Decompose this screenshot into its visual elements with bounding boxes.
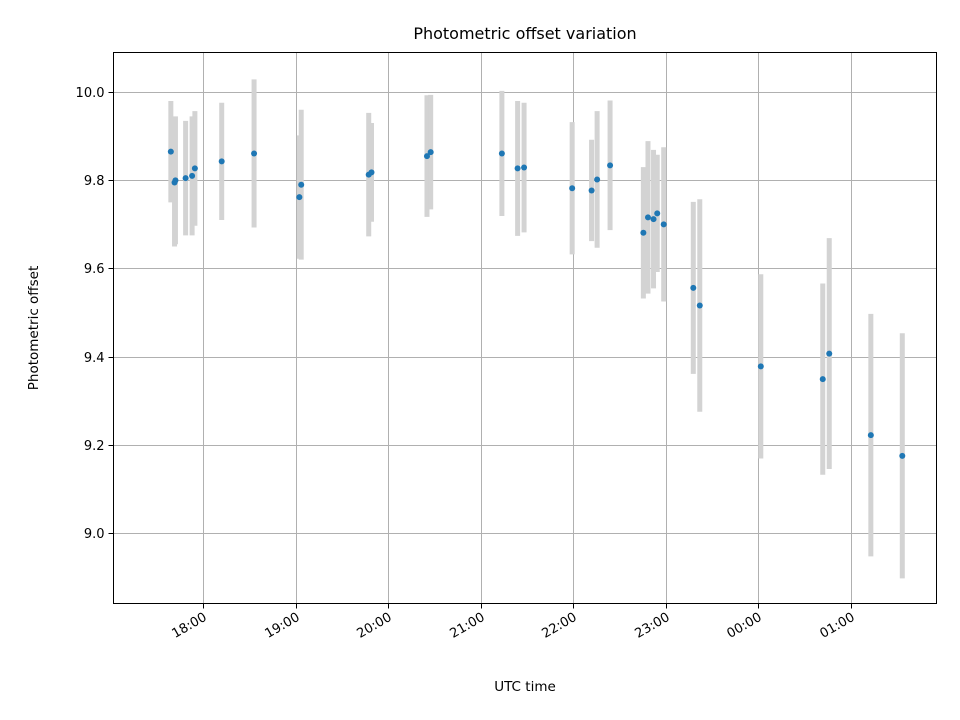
data-point xyxy=(867,432,874,439)
data-point xyxy=(650,216,657,223)
data-point xyxy=(594,176,601,183)
data-point xyxy=(218,158,225,165)
y-tick-label: 10.0 xyxy=(76,86,105,101)
data-point xyxy=(757,363,764,370)
data-point xyxy=(298,181,305,188)
chart-title: Photometric offset variation xyxy=(413,24,636,43)
y-tick-label: 9.0 xyxy=(84,527,105,542)
data-point xyxy=(498,150,505,157)
data-point xyxy=(427,149,434,156)
data-point xyxy=(819,376,826,383)
data-point xyxy=(191,165,198,172)
y-tick-label: 9.4 xyxy=(84,351,105,366)
data-point xyxy=(660,221,667,228)
data-point xyxy=(172,177,179,184)
plot-frame xyxy=(113,52,937,604)
y-axis-ticks: 9.0 9.2 9.4 9.6 9.8 10.0 xyxy=(76,86,114,542)
data-points xyxy=(167,148,906,459)
x-axis-label: UTC time xyxy=(494,679,556,695)
data-point xyxy=(521,164,528,171)
data-point xyxy=(640,229,647,236)
y-axis-label: Photometric offset xyxy=(26,266,42,390)
data-point xyxy=(423,153,430,160)
data-point xyxy=(607,162,614,169)
data-point xyxy=(569,185,576,192)
y-tick-label: 9.8 xyxy=(84,174,105,189)
data-point xyxy=(588,187,595,194)
data-point xyxy=(654,210,661,217)
y-tick-label: 9.6 xyxy=(84,262,105,277)
data-point xyxy=(296,194,303,201)
data-point xyxy=(899,452,906,459)
data-point xyxy=(189,172,196,179)
data-point xyxy=(696,302,703,309)
data-point xyxy=(826,350,833,357)
data-point xyxy=(182,175,189,182)
data-point xyxy=(644,214,651,221)
data-point xyxy=(514,165,521,172)
grid xyxy=(113,52,937,604)
y-tick-label: 9.2 xyxy=(84,439,105,454)
data-point xyxy=(368,169,375,176)
data-point xyxy=(690,284,697,291)
data-point xyxy=(167,148,174,155)
data-point xyxy=(251,150,258,157)
